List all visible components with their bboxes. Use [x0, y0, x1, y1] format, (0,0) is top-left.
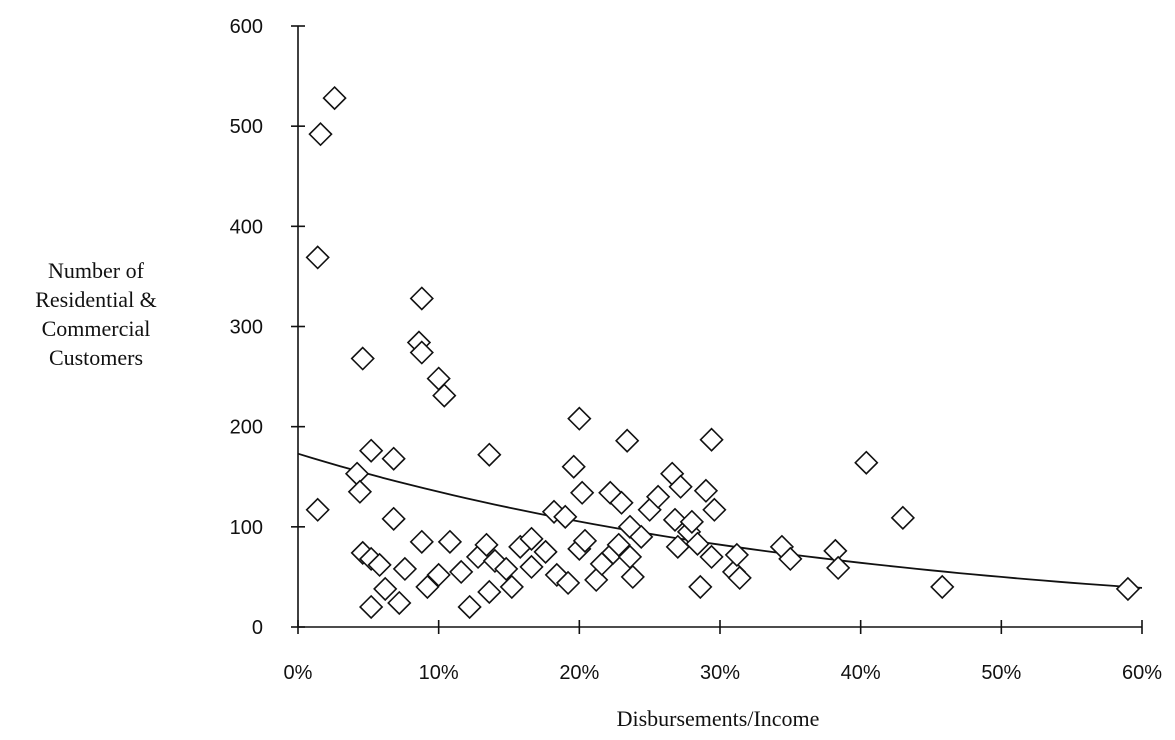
- data-point: [620, 564, 645, 590]
- data-point: [308, 122, 333, 147]
- data-point: [409, 340, 434, 365]
- data-point: [359, 438, 384, 463]
- data-point: [615, 428, 640, 453]
- data-point: [381, 446, 406, 471]
- data-point: [457, 594, 482, 620]
- data-point: [392, 556, 418, 582]
- data-point: [344, 461, 370, 486]
- y-tick-label: 300: [230, 317, 263, 339]
- data-points: [305, 85, 1141, 620]
- x-axis-ticks: 0% 10% 20% 30% 40% 50% 60%: [284, 620, 1162, 684]
- y-tick-label: 400: [230, 216, 263, 238]
- x-tick-label: 0%: [284, 662, 313, 684]
- y-axis-ticks: 0 100 200 300 400 500 600: [230, 16, 305, 639]
- data-point: [629, 524, 654, 549]
- data-point: [567, 406, 592, 431]
- data-point: [570, 480, 595, 505]
- data-point: [699, 427, 724, 452]
- data-point: [367, 552, 392, 578]
- data-point: [668, 474, 693, 499]
- x-tick-label: 10%: [419, 662, 459, 684]
- x-tick-label: 20%: [559, 662, 599, 684]
- data-point: [432, 383, 457, 408]
- trend-line: [297, 452, 1143, 589]
- y-tick-label: 0: [252, 617, 263, 639]
- data-point: [449, 559, 474, 585]
- data-point: [305, 497, 330, 522]
- data-point: [826, 555, 851, 581]
- data-point: [477, 442, 502, 467]
- data-point: [409, 529, 434, 554]
- x-tick-label: 60%: [1122, 662, 1162, 684]
- data-point: [387, 590, 412, 616]
- data-point: [662, 507, 688, 532]
- data-point: [305, 245, 330, 270]
- data-point: [477, 579, 502, 605]
- data-point: [679, 509, 704, 534]
- x-axis-title: Disbursements/Income: [617, 706, 820, 731]
- data-point: [555, 570, 581, 596]
- data-point: [409, 286, 434, 311]
- y-axis-title-line-4: Customers: [49, 345, 143, 370]
- data-point: [606, 532, 631, 557]
- x-tick-label: 30%: [700, 662, 740, 684]
- x-tick-label: 40%: [841, 662, 881, 684]
- data-point: [553, 504, 578, 529]
- data-point: [499, 574, 524, 600]
- data-point: [350, 346, 375, 371]
- data-point: [373, 576, 398, 602]
- data-point: [688, 574, 713, 600]
- data-point: [572, 528, 598, 553]
- data-point: [609, 490, 634, 515]
- data-point: [693, 478, 719, 503]
- data-point: [854, 450, 879, 475]
- data-point: [347, 479, 373, 504]
- data-point: [1115, 576, 1141, 602]
- data-point: [702, 497, 727, 522]
- data-point: [359, 594, 384, 620]
- data-point: [665, 534, 690, 559]
- data-point: [533, 539, 558, 565]
- data-point: [645, 484, 671, 509]
- y-tick-label: 200: [230, 417, 263, 439]
- y-axis-title-line-1: Number of: [48, 258, 145, 283]
- data-point: [494, 556, 519, 582]
- data-point: [930, 574, 955, 600]
- data-point: [778, 546, 803, 572]
- x-tick-label: 50%: [981, 662, 1021, 684]
- data-point: [699, 544, 724, 570]
- data-point: [561, 454, 586, 479]
- data-point: [541, 499, 567, 524]
- y-tick-label: 600: [230, 16, 263, 38]
- y-axis-title: Number of Residential & Commercial Custo…: [35, 258, 157, 370]
- y-tick-label: 100: [230, 517, 263, 539]
- data-point: [415, 574, 440, 600]
- data-point: [724, 542, 750, 568]
- y-tick-label: 500: [230, 116, 263, 138]
- data-point: [322, 85, 347, 111]
- data-point: [426, 562, 451, 588]
- y-axis-title-line-2: Residential &: [35, 287, 157, 312]
- data-point: [519, 554, 544, 580]
- data-point: [890, 505, 915, 530]
- y-axis-title-line-3: Commercial: [42, 316, 151, 341]
- data-point: [437, 529, 463, 554]
- data-point: [685, 531, 710, 556]
- data-point: [474, 532, 499, 557]
- data-point: [519, 526, 544, 551]
- data-point: [727, 565, 752, 591]
- data-point: [381, 506, 406, 531]
